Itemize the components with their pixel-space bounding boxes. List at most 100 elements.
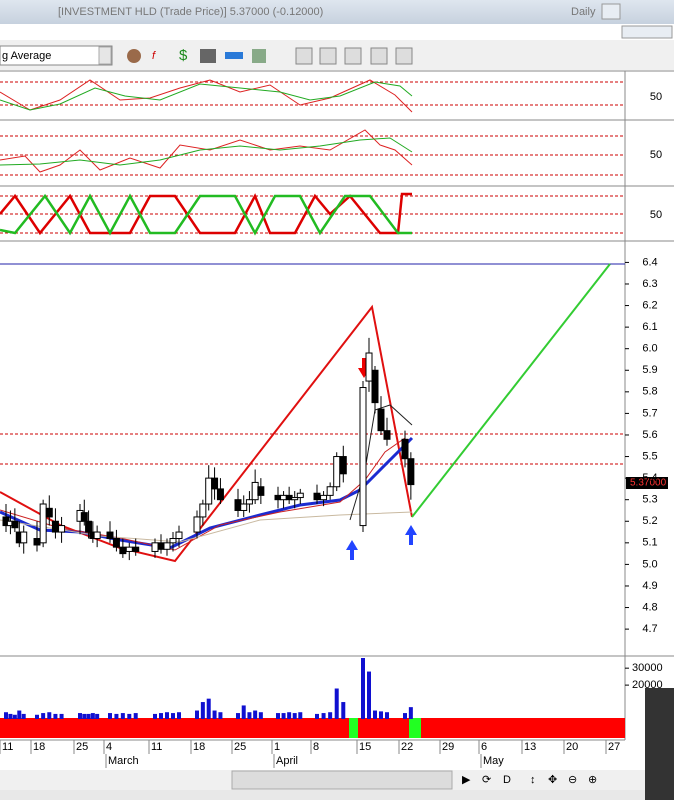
nav-button[interactable]: D [503,774,511,786]
candle-body [106,531,114,540]
volume-bar [287,712,292,719]
dropdown-button[interactable] [98,46,112,65]
x-tick-label: 15 [359,741,371,753]
v-tick-label: 30000 [632,662,663,674]
candle-body [93,531,101,540]
oscillator-panels [0,70,674,740]
tool-icon[interactable] [200,49,216,63]
candle-body [216,488,224,501]
tool-icon[interactable] [225,52,243,59]
tool-icon[interactable]: f [152,50,156,62]
candle-body [251,481,259,501]
nav-button[interactable]: ⊖ [568,774,577,786]
nav-button[interactable]: ✥ [548,774,557,786]
y-tick-label: 5.1 [642,537,657,549]
volume-bar [212,710,217,719]
y-tick-label: 4.9 [642,580,657,592]
volume-bar [59,713,64,719]
x-tick-label: 11 [2,741,13,753]
volume-bar [86,713,91,719]
candle-body [80,512,88,522]
volume-bar [315,713,319,719]
volume-bar [281,713,286,719]
volume-bar [95,713,100,719]
volume-bar [153,713,157,719]
x-tick-label: 25 [76,741,88,753]
volume-bar [258,712,263,719]
indicator-select[interactable] [0,45,113,66]
tool-icon[interactable] [395,47,413,65]
volume-bar [367,671,371,719]
x-tick-label: 18 [33,741,45,753]
y-tick-label: 6.0 [642,343,657,355]
indicator-name: g Average [2,50,51,62]
y-tick-label: 4.8 [642,601,657,613]
candle-body [359,387,367,527]
candle-body [326,486,334,496]
candle-body [296,492,304,499]
tool-icon[interactable] [319,47,337,65]
x-tick-label: 22 [401,741,413,753]
nav-button[interactable]: ⟳ [482,774,491,786]
candle-body [157,542,165,550]
candle-body [291,497,299,501]
volume-bar [408,707,413,719]
signal-green [349,718,358,738]
volume-bar [133,713,138,719]
volume-bar [165,712,169,719]
period: Daily [571,6,596,18]
y-tick-label: 5.4 [642,472,657,484]
tool-icon[interactable] [344,47,362,65]
signal-green [409,718,421,738]
volume-bar [241,705,246,719]
candle-body [383,430,391,440]
volume-bar [8,713,13,719]
candle-body [45,507,53,518]
window-title: [INVESTMENT HLD (Trade Price)] 5.37000 (… [58,6,323,18]
volume-bar [114,713,119,719]
y-tick-label: 5.0 [642,558,657,570]
volume-bar [159,713,163,719]
candle-body [205,477,213,505]
tool-icon[interactable] [370,47,388,65]
y-tick-label: 5.6 [642,429,657,441]
volume-bar [403,713,407,719]
tool-icon[interactable] [252,49,266,63]
candle-body [11,520,19,529]
volume-bar [328,712,333,719]
volume-bar [292,713,297,719]
v-tick-label: 20000 [632,679,663,691]
candle-body [175,531,183,540]
x-tick-label: 29 [442,741,454,753]
window-buttons[interactable] [621,25,673,39]
nav-button[interactable]: ⊕ [588,774,597,786]
volume-bar [247,712,252,719]
volume-bar [195,710,199,719]
candle-body [51,520,59,533]
tool-icon[interactable] [295,47,313,65]
candle-body [33,538,41,546]
volume-bar [218,712,223,719]
candle-body [371,369,379,404]
nav-button[interactable]: ↕ [530,774,536,786]
candle-body [377,408,385,432]
osc-mid-label: 50 [650,209,662,221]
tool-icon[interactable] [127,49,141,63]
volume-bar [361,658,365,719]
candle-body [193,516,201,533]
volume-bar [53,713,58,719]
side-panel [645,688,674,800]
volume-bar [321,713,326,719]
x-tick-label: 11 [151,741,162,753]
tool-icon[interactable]: $ [179,47,188,64]
scroll-thumb[interactable] [231,770,453,790]
volume-bar [177,712,181,719]
volume-bar [4,712,8,719]
volume-bar [41,713,46,719]
candle-body [151,542,159,552]
minimize[interactable] [601,3,621,20]
volume-bar [334,688,339,719]
nav-button[interactable]: ▶ [462,774,471,786]
title-bar [0,0,674,24]
